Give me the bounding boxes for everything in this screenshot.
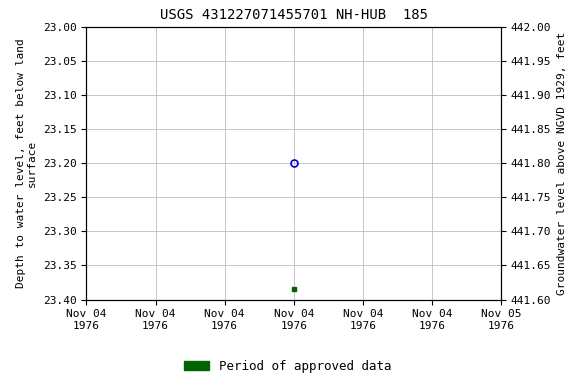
Title: USGS 431227071455701 NH-HUB  185: USGS 431227071455701 NH-HUB 185 — [160, 8, 428, 22]
Y-axis label: Depth to water level, feet below land
surface: Depth to water level, feet below land su… — [16, 38, 37, 288]
Legend: Period of approved data: Period of approved data — [179, 355, 397, 378]
Y-axis label: Groundwater level above NGVD 1929, feet: Groundwater level above NGVD 1929, feet — [557, 31, 567, 295]
